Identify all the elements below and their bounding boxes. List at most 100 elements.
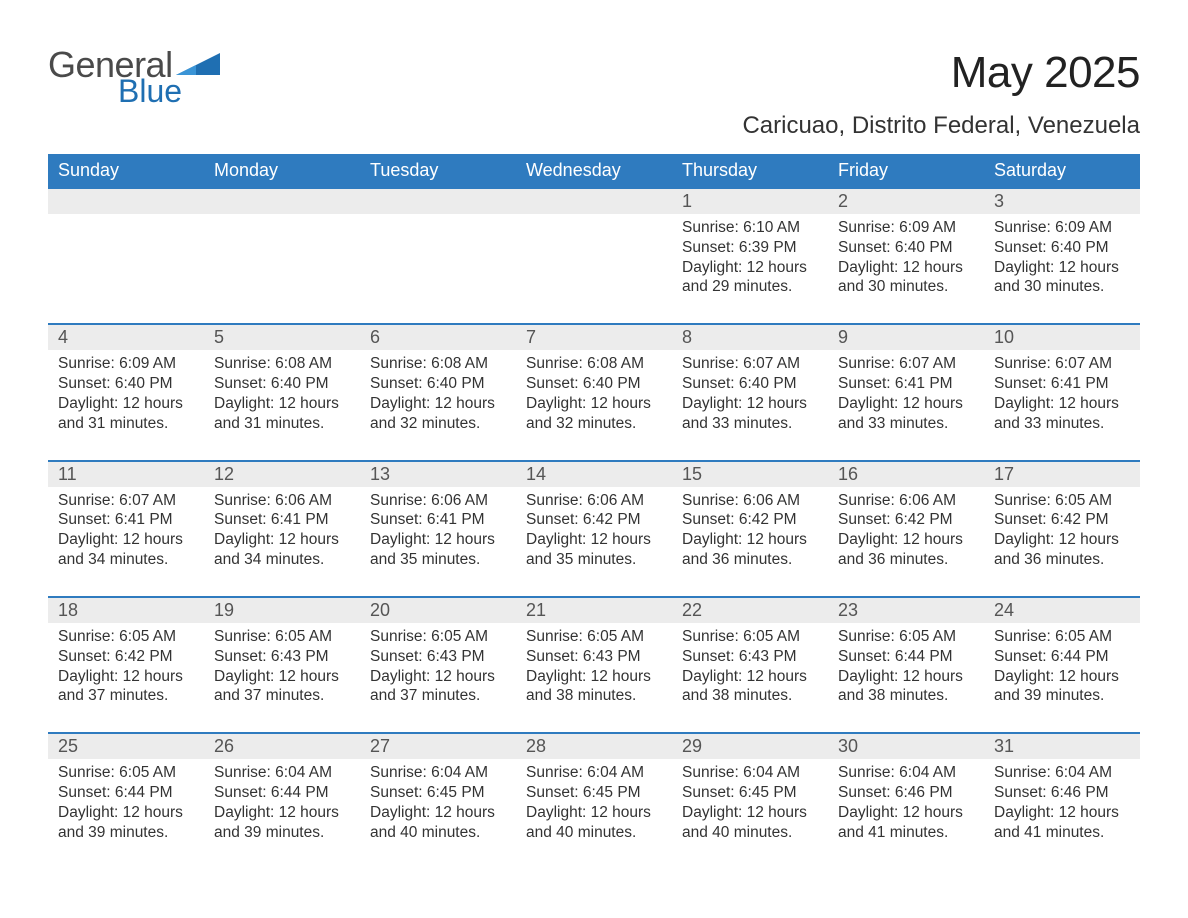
- day-detail-cell: Sunrise: 6:07 AMSunset: 6:41 PMDaylight:…: [828, 350, 984, 460]
- sunrise-line: Sunrise: 6:06 AM: [214, 491, 350, 511]
- day-number-cell: [516, 188, 672, 214]
- day-detail-cell: Sunrise: 6:06 AMSunset: 6:41 PMDaylight:…: [204, 487, 360, 597]
- sunset-line: Sunset: 6:40 PM: [214, 374, 350, 394]
- sunset-line: Sunset: 6:43 PM: [526, 647, 662, 667]
- sunrise-line: Sunrise: 6:04 AM: [214, 763, 350, 783]
- week-detail-row: Sunrise: 6:05 AMSunset: 6:42 PMDaylight:…: [48, 623, 1140, 733]
- day-number-cell: 22: [672, 597, 828, 623]
- day-detail-cell: Sunrise: 6:05 AMSunset: 6:44 PMDaylight:…: [48, 759, 204, 868]
- sunset-line: Sunset: 6:42 PM: [994, 510, 1130, 530]
- day-detail-cell: Sunrise: 6:05 AMSunset: 6:42 PMDaylight:…: [984, 487, 1140, 597]
- sunset-line: Sunset: 6:45 PM: [526, 783, 662, 803]
- dow-header: Tuesday: [360, 154, 516, 188]
- day-detail-cell: Sunrise: 6:08 AMSunset: 6:40 PMDaylight:…: [360, 350, 516, 460]
- day-detail-cell: Sunrise: 6:07 AMSunset: 6:40 PMDaylight:…: [672, 350, 828, 460]
- sunrise-line: Sunrise: 6:05 AM: [994, 491, 1130, 511]
- day-detail-cell: Sunrise: 6:10 AMSunset: 6:39 PMDaylight:…: [672, 214, 828, 324]
- dow-header: Wednesday: [516, 154, 672, 188]
- sunrise-line: Sunrise: 6:06 AM: [682, 491, 818, 511]
- day-detail-cell: Sunrise: 6:06 AMSunset: 6:42 PMDaylight:…: [828, 487, 984, 597]
- dow-header: Sunday: [48, 154, 204, 188]
- sunset-line: Sunset: 6:40 PM: [526, 374, 662, 394]
- sunrise-line: Sunrise: 6:07 AM: [994, 354, 1130, 374]
- daylight-line: Daylight: 12 hours and 34 minutes.: [58, 530, 194, 570]
- sunset-line: Sunset: 6:43 PM: [370, 647, 506, 667]
- day-number-cell: 30: [828, 733, 984, 759]
- daylight-line: Daylight: 12 hours and 33 minutes.: [838, 394, 974, 434]
- sunset-line: Sunset: 6:43 PM: [214, 647, 350, 667]
- sunset-line: Sunset: 6:46 PM: [838, 783, 974, 803]
- day-number-cell: 2: [828, 188, 984, 214]
- sunrise-line: Sunrise: 6:04 AM: [370, 763, 506, 783]
- day-number-cell: 29: [672, 733, 828, 759]
- sunset-line: Sunset: 6:40 PM: [682, 374, 818, 394]
- day-number-cell: 16: [828, 461, 984, 487]
- day-number-cell: [48, 188, 204, 214]
- day-detail-cell: [48, 214, 204, 324]
- daylight-line: Daylight: 12 hours and 37 minutes.: [214, 667, 350, 707]
- day-number-cell: 9: [828, 324, 984, 350]
- day-detail-cell: Sunrise: 6:05 AMSunset: 6:44 PMDaylight:…: [984, 623, 1140, 733]
- day-detail-cell: Sunrise: 6:09 AMSunset: 6:40 PMDaylight:…: [828, 214, 984, 324]
- sunset-line: Sunset: 6:44 PM: [838, 647, 974, 667]
- day-of-week-row: Sunday Monday Tuesday Wednesday Thursday…: [48, 154, 1140, 188]
- day-number-cell: 19: [204, 597, 360, 623]
- day-detail-cell: [204, 214, 360, 324]
- daylight-line: Daylight: 12 hours and 35 minutes.: [370, 530, 506, 570]
- daylight-line: Daylight: 12 hours and 41 minutes.: [838, 803, 974, 843]
- day-detail-cell: Sunrise: 6:05 AMSunset: 6:43 PMDaylight:…: [516, 623, 672, 733]
- day-detail-cell: Sunrise: 6:06 AMSunset: 6:41 PMDaylight:…: [360, 487, 516, 597]
- day-detail-cell: Sunrise: 6:09 AMSunset: 6:40 PMDaylight:…: [48, 350, 204, 460]
- sunrise-line: Sunrise: 6:09 AM: [58, 354, 194, 374]
- day-detail-cell: Sunrise: 6:04 AMSunset: 6:46 PMDaylight:…: [984, 759, 1140, 868]
- daylight-line: Daylight: 12 hours and 41 minutes.: [994, 803, 1130, 843]
- day-number-cell: 12: [204, 461, 360, 487]
- sunrise-line: Sunrise: 6:05 AM: [838, 627, 974, 647]
- sunset-line: Sunset: 6:41 PM: [994, 374, 1130, 394]
- sunset-line: Sunset: 6:41 PM: [838, 374, 974, 394]
- sunset-line: Sunset: 6:41 PM: [58, 510, 194, 530]
- sunrise-line: Sunrise: 6:08 AM: [370, 354, 506, 374]
- sunrise-line: Sunrise: 6:09 AM: [994, 218, 1130, 238]
- day-number-cell: 25: [48, 733, 204, 759]
- daylight-line: Daylight: 12 hours and 37 minutes.: [370, 667, 506, 707]
- day-number-cell: 7: [516, 324, 672, 350]
- sunrise-line: Sunrise: 6:07 AM: [58, 491, 194, 511]
- sunrise-line: Sunrise: 6:04 AM: [682, 763, 818, 783]
- sunrise-line: Sunrise: 6:04 AM: [994, 763, 1130, 783]
- day-detail-cell: Sunrise: 6:05 AMSunset: 6:43 PMDaylight:…: [204, 623, 360, 733]
- daylight-line: Daylight: 12 hours and 35 minutes.: [526, 530, 662, 570]
- sunrise-line: Sunrise: 6:06 AM: [838, 491, 974, 511]
- dow-header: Monday: [204, 154, 360, 188]
- location-subtitle: Caricuao, Distrito Federal, Venezuela: [742, 112, 1140, 140]
- day-detail-cell: Sunrise: 6:05 AMSunset: 6:42 PMDaylight:…: [48, 623, 204, 733]
- sunset-line: Sunset: 6:40 PM: [838, 238, 974, 258]
- week-daynum-row: 123: [48, 188, 1140, 214]
- header: General Blue May 2025 Caricuao, Distrito…: [48, 48, 1140, 148]
- sunrise-line: Sunrise: 6:06 AM: [526, 491, 662, 511]
- logo-text-blue: Blue: [118, 76, 220, 106]
- sunset-line: Sunset: 6:41 PM: [370, 510, 506, 530]
- day-number-cell: 11: [48, 461, 204, 487]
- title-block: May 2025 Caricuao, Distrito Federal, Ven…: [742, 48, 1140, 148]
- daylight-line: Daylight: 12 hours and 36 minutes.: [682, 530, 818, 570]
- day-number-cell: 8: [672, 324, 828, 350]
- page-title: May 2025: [742, 48, 1140, 98]
- daylight-line: Daylight: 12 hours and 40 minutes.: [526, 803, 662, 843]
- day-number-cell: 18: [48, 597, 204, 623]
- sunrise-line: Sunrise: 6:07 AM: [838, 354, 974, 374]
- day-number-cell: 10: [984, 324, 1140, 350]
- daylight-line: Daylight: 12 hours and 30 minutes.: [838, 258, 974, 298]
- sunrise-line: Sunrise: 6:07 AM: [682, 354, 818, 374]
- sunrise-line: Sunrise: 6:05 AM: [214, 627, 350, 647]
- day-number-cell: 6: [360, 324, 516, 350]
- day-number-cell: [360, 188, 516, 214]
- day-detail-cell: Sunrise: 6:04 AMSunset: 6:44 PMDaylight:…: [204, 759, 360, 868]
- week-detail-row: Sunrise: 6:07 AMSunset: 6:41 PMDaylight:…: [48, 487, 1140, 597]
- dow-header: Friday: [828, 154, 984, 188]
- daylight-line: Daylight: 12 hours and 37 minutes.: [58, 667, 194, 707]
- daylight-line: Daylight: 12 hours and 34 minutes.: [214, 530, 350, 570]
- day-detail-cell: Sunrise: 6:05 AMSunset: 6:43 PMDaylight:…: [672, 623, 828, 733]
- day-detail-cell: Sunrise: 6:07 AMSunset: 6:41 PMDaylight:…: [984, 350, 1140, 460]
- day-detail-cell: Sunrise: 6:05 AMSunset: 6:43 PMDaylight:…: [360, 623, 516, 733]
